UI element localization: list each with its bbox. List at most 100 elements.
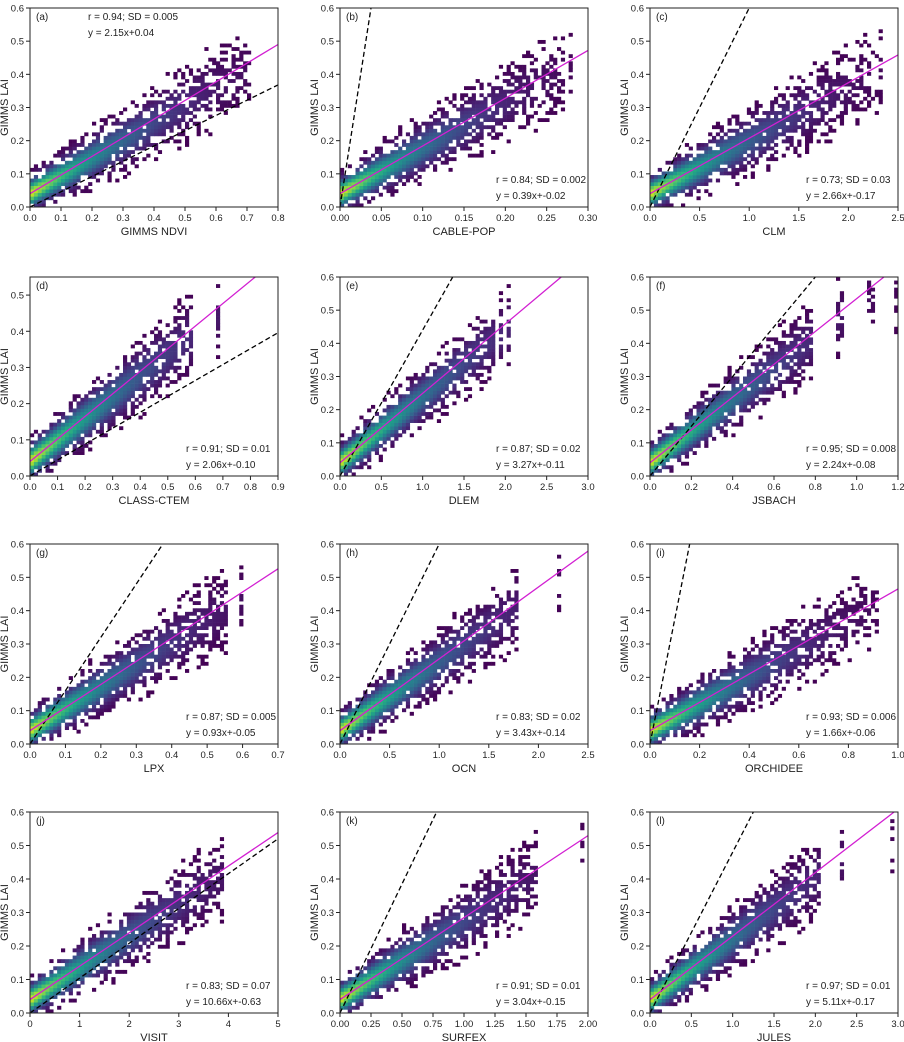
density-cell [789, 93, 794, 98]
density-cell [444, 96, 449, 101]
density-cell [719, 125, 724, 130]
density-cell [88, 153, 93, 158]
density-cell [669, 426, 674, 431]
density-cell [123, 376, 128, 381]
density-cell [440, 372, 445, 377]
density-cell [374, 694, 380, 698]
density-cell [57, 704, 62, 709]
density-cell [115, 640, 120, 645]
density-cell [53, 704, 58, 709]
density-cell [750, 401, 755, 406]
density-cell [812, 128, 817, 133]
density-cell [506, 100, 511, 105]
density-cell [68, 185, 73, 190]
density-cell [657, 458, 662, 463]
density-cell [731, 139, 736, 144]
density-cell [464, 611, 469, 616]
density-cell [154, 340, 159, 345]
density-cell [134, 143, 139, 147]
density-cell [820, 96, 825, 101]
density-cell [146, 380, 151, 384]
density-cell [95, 711, 101, 716]
density-cell [402, 412, 407, 416]
density-cell [770, 348, 775, 352]
density-cell [758, 397, 763, 402]
density-cell [650, 189, 655, 194]
density-cell [150, 665, 155, 670]
density-cell [371, 708, 376, 713]
density-cell [390, 697, 395, 702]
density-cell [80, 404, 85, 409]
density-cell [150, 93, 155, 98]
density-cell [386, 167, 391, 172]
density-cell [735, 153, 740, 158]
density-cell [735, 157, 740, 162]
density-cell [99, 128, 104, 133]
density-cell [801, 330, 806, 335]
density-cell [533, 96, 538, 101]
density-cell [839, 54, 845, 59]
density-cell [92, 139, 97, 144]
density-cell [808, 132, 814, 137]
density-cell [708, 178, 713, 183]
density-cell [433, 672, 438, 677]
density-cell [126, 665, 132, 670]
density-cell [874, 93, 879, 98]
density-cell [402, 397, 407, 402]
density-cell [541, 118, 546, 123]
density-cell [188, 351, 194, 356]
density-cell [367, 454, 372, 459]
density-cell [712, 415, 717, 420]
density-cell [49, 429, 54, 434]
density-cell [235, 36, 240, 41]
density-cell [436, 397, 442, 402]
density-cell [57, 715, 62, 720]
density-cell [479, 330, 484, 335]
density-cell [173, 100, 178, 105]
density-cell [464, 362, 469, 367]
density-cell [836, 50, 841, 55]
density-cell [378, 433, 383, 438]
density-cell [165, 125, 170, 130]
density-cell [417, 390, 422, 395]
density-cell [88, 160, 93, 165]
density-cell [405, 415, 411, 420]
density-cell [828, 86, 833, 91]
x-tick-label: 0.4 [165, 750, 178, 761]
density-cell [107, 178, 112, 183]
density-cell [347, 440, 352, 445]
density-cell [498, 64, 504, 69]
density-cell [498, 601, 504, 606]
density-cell [433, 408, 438, 413]
density-cell [820, 68, 825, 73]
density-cell [142, 661, 147, 666]
density-cell [774, 376, 779, 381]
density-cell [433, 135, 438, 140]
density-cell [134, 376, 139, 381]
density-cell [758, 150, 763, 154]
density-cell [33, 461, 39, 466]
density-cell [212, 71, 217, 76]
density-cell [343, 440, 349, 445]
density-cell [92, 143, 97, 147]
density-cell [405, 175, 411, 179]
density-cell [181, 619, 186, 623]
density-cell [867, 103, 872, 108]
density-cell [196, 96, 201, 101]
density-cell [405, 157, 411, 162]
density-cell [514, 626, 519, 631]
density-cell [863, 39, 868, 44]
density-cell [371, 436, 376, 441]
density-cell [165, 121, 170, 126]
density-cell [92, 132, 97, 137]
density-cell [684, 167, 690, 172]
density-cell [154, 654, 159, 659]
density-cell [475, 651, 480, 656]
density-cell [506, 68, 511, 73]
density-cell [553, 103, 558, 108]
density-cell [537, 39, 542, 44]
density-cell [762, 125, 767, 130]
density-cell [53, 182, 58, 186]
density-cell [487, 647, 492, 652]
density-cell [537, 118, 542, 123]
